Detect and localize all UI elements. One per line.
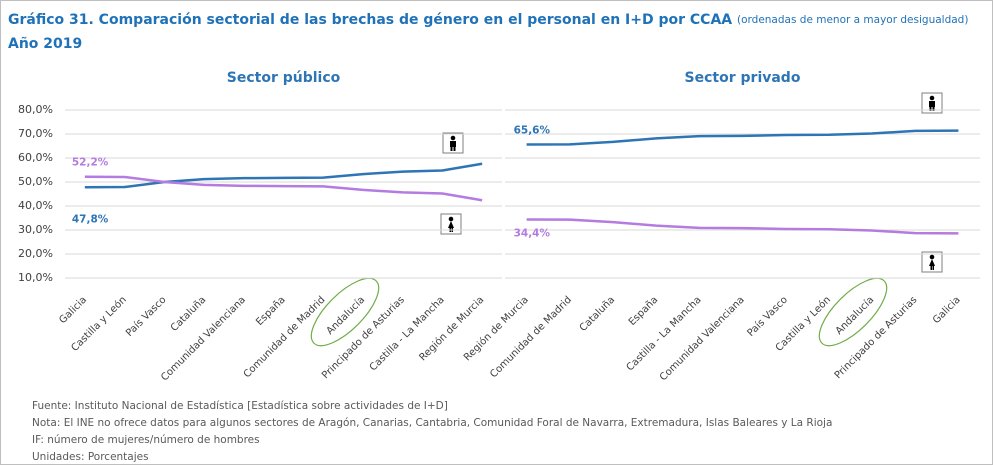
highlight [818, 277, 888, 347]
chart-title: Gráfico 31. Comparación sectorial de las… [8, 12, 968, 28]
data-label: 34,4% [514, 227, 551, 239]
note: Fuente: Instituto Nacional de Estadístic… [32, 400, 448, 412]
chart-subtitle: Año 2019 [8, 36, 82, 52]
note: Unidades: Porcentajes [32, 451, 149, 463]
y-tick-label: 80,0% [18, 103, 53, 116]
line [84, 175, 483, 202]
y-tick-label: 40,0% [18, 199, 53, 212]
y-tick-label: 20,0% [18, 247, 53, 260]
y-tick-label: 10,0% [18, 271, 53, 284]
note: Nota: El INE no ofrece datos para alguno… [32, 417, 832, 429]
line [526, 218, 959, 235]
panel-title: Sector privado [685, 70, 801, 86]
note: IF: número de mujeres/número de hombres [32, 434, 260, 446]
highlight [310, 277, 380, 347]
title-note: (ordenadas de menor a mayor desigualdad) [737, 14, 968, 26]
female-icon [440, 213, 462, 235]
y-tick-label: 70,0% [18, 127, 53, 140]
data-label: 65,6% [514, 125, 551, 137]
y-tick-label: 50,0% [18, 175, 53, 188]
y-tick-label: 30,0% [18, 223, 53, 236]
male-icon [442, 132, 464, 154]
female-icon [921, 251, 943, 273]
line [84, 162, 483, 189]
data-label: 47,8% [72, 213, 109, 225]
line [526, 129, 959, 146]
data-label: 52,2% [72, 157, 109, 169]
panel-title: Sector público [227, 70, 341, 86]
y-tick-label: 60,0% [18, 151, 53, 164]
male-icon [921, 92, 943, 114]
title-main: Gráfico 31. Comparación sectorial de las… [8, 12, 732, 28]
